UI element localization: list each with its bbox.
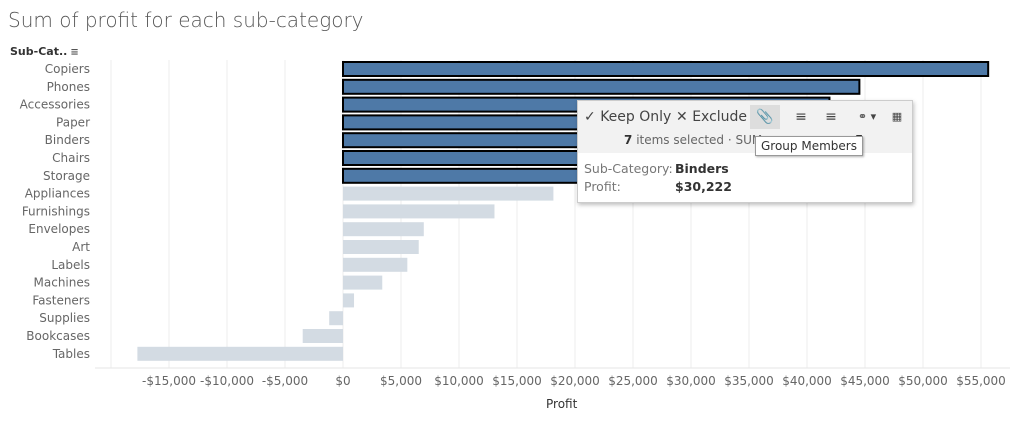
category-label: Fasteners	[32, 293, 90, 307]
category-label: Phones	[47, 80, 90, 94]
category-label: Art	[72, 240, 90, 254]
x-tick-label: $30,000	[666, 374, 716, 388]
bar-tables[interactable]	[137, 346, 343, 361]
x-tick-label: $20,000	[550, 374, 600, 388]
category-label: Bookcases	[26, 329, 90, 343]
category-label: Machines	[34, 276, 90, 290]
y-axis-label: Sub-Cat..	[10, 45, 68, 58]
x-tick-label: $15,000	[492, 374, 542, 388]
chart-title: Sum of profit for each sub-category	[8, 8, 364, 32]
bar-envelopes[interactable]	[343, 222, 424, 237]
keep-only-button[interactable]: ✓ Keep Only	[584, 105, 671, 129]
x-icon: ✕	[676, 109, 688, 125]
category-label: Storage	[43, 169, 90, 183]
selection-text: items selected · SUM	[636, 133, 763, 147]
category-label: Chairs	[52, 151, 90, 165]
x-tick-label: -$10,000	[200, 374, 254, 388]
x-tick-label: $45,000	[840, 374, 890, 388]
x-tick-label: $40,000	[782, 374, 832, 388]
bar-supplies[interactable]	[329, 311, 343, 326]
bar-copiers[interactable]	[342, 61, 990, 77]
sets-icon: ⚭	[857, 110, 868, 123]
category-label: Appliances	[25, 187, 90, 201]
sort-ascending-icon: ≡	[795, 109, 807, 125]
category-label: Tables	[52, 347, 90, 361]
sort-descending-button[interactable]: ≡	[816, 105, 846, 129]
category-label: Envelopes	[28, 222, 90, 236]
tooltip-row-profit: Profit: $30,222	[584, 179, 732, 194]
bar-machines[interactable]	[343, 275, 383, 290]
x-tick-label: $50,000	[898, 374, 948, 388]
field-value: Binders	[675, 161, 729, 176]
sort-descending-icon: ≡	[825, 109, 837, 125]
x-axis-label: Profit	[546, 397, 578, 411]
bar-bookcases[interactable]	[302, 329, 343, 343]
view-data-button[interactable]: ▦	[886, 105, 908, 129]
bar-fasteners[interactable]	[343, 293, 355, 308]
category-label: Accessories	[20, 98, 90, 112]
caret-down-icon: ▾	[870, 110, 877, 123]
bar-storage[interactable]	[342, 167, 591, 184]
category-label: Paper	[56, 115, 90, 129]
x-tick-label: $25,000	[608, 374, 658, 388]
x-tick-label: -$15,000	[142, 374, 196, 388]
tooltip-row-subcategory: Sub-Category: Binders	[584, 161, 729, 176]
category-label: Supplies	[39, 311, 90, 325]
field-label: Profit:	[584, 179, 621, 194]
y-axis-header[interactable]: Sub-Cat.. ≡	[10, 45, 79, 58]
x-tick-label: $35,000	[724, 374, 774, 388]
bar-art[interactable]	[343, 240, 419, 254]
sort-icon[interactable]: ≡	[70, 47, 79, 58]
bar-labels[interactable]	[343, 257, 408, 272]
category-label: Furnishings	[22, 204, 90, 218]
keep-only-label: Keep Only	[600, 109, 672, 125]
selection-summary: 7 items selected · SUM	[624, 133, 762, 147]
sets-dropdown-button[interactable]: ⚭ ▾	[850, 105, 884, 129]
category-label: Labels	[51, 258, 90, 272]
x-tick-label: $5,000	[380, 374, 422, 388]
grid-icon: ▦	[891, 110, 903, 123]
group-members-hover-tip: Group Members	[755, 136, 863, 156]
x-tick-label: $10,000	[434, 374, 484, 388]
field-label: Sub-Category:	[584, 161, 673, 176]
paperclip-icon: 📎	[756, 109, 774, 125]
field-value: $30,222	[675, 179, 732, 194]
bar-phones[interactable]	[342, 78, 861, 95]
x-tick-label: $0	[335, 374, 350, 388]
bar-furnishings[interactable]	[343, 204, 495, 219]
sort-ascending-button[interactable]: ≡	[786, 105, 816, 129]
exclude-label: Exclude	[692, 109, 748, 125]
x-tick-label: -$5,000	[262, 374, 308, 388]
category-label: Binders	[45, 133, 90, 147]
check-icon: ✓	[584, 109, 596, 125]
exclude-button[interactable]: ✕ Exclude	[676, 105, 747, 129]
category-label: Copiers	[45, 62, 90, 76]
group-members-button[interactable]: 📎	[750, 105, 780, 129]
x-tick-label: $55,000	[956, 374, 1006, 388]
bar-appliances[interactable]	[343, 186, 554, 201]
selection-count: 7	[624, 133, 633, 147]
